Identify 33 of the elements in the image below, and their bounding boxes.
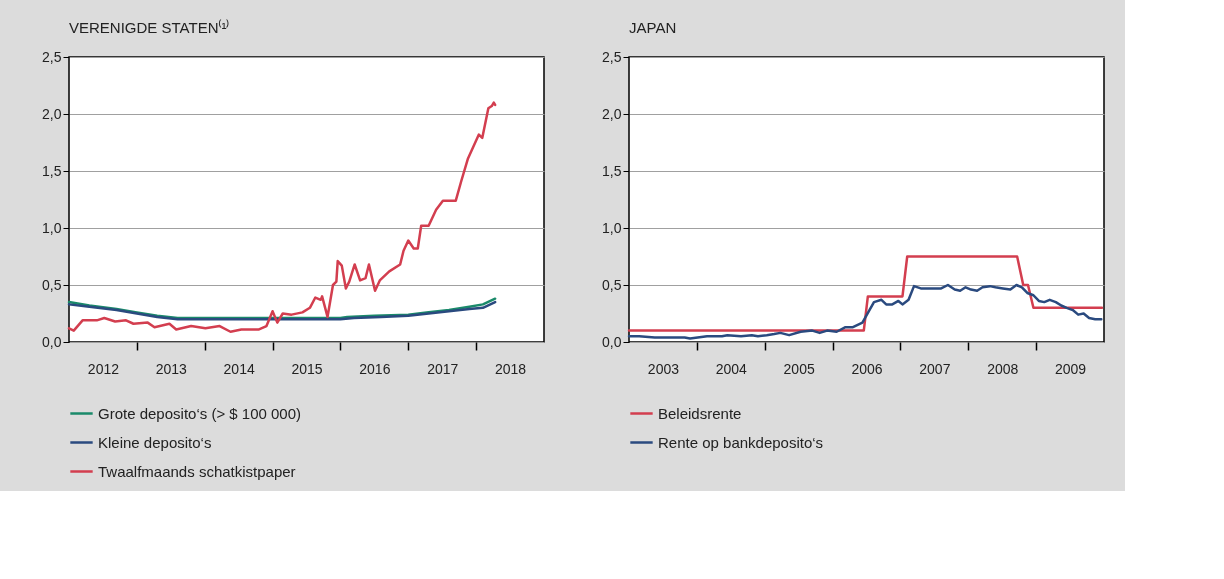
x-tick-label: 2003	[647, 360, 680, 377]
x-tick-label: 2018	[494, 360, 527, 377]
x-tick-label: 2015	[291, 360, 323, 377]
y-tick-label: 1,0	[42, 219, 62, 236]
y-tick-label: 1,5	[42, 162, 62, 179]
x-tick-label: 2004	[715, 360, 748, 377]
y-tick-label: 0,0	[42, 333, 62, 350]
x-tick-label: 2012	[87, 360, 120, 377]
y-tick-label: 0,5	[602, 276, 622, 293]
y-tick-label: 0,5	[42, 276, 62, 293]
chart-title: JAPAN	[629, 19, 677, 36]
legend-label: Grote deposito‘s (> $ 100 000)	[98, 404, 302, 422]
x-tick-label: 2014	[223, 360, 255, 377]
x-tick-label: 2008	[987, 360, 1019, 377]
x-tick-label: 2007	[919, 360, 951, 377]
y-tick-label: 1,0	[602, 219, 622, 236]
legend-label: Rente op bankdeposito‘s	[658, 433, 824, 451]
y-tick-label: 2,5	[602, 48, 622, 65]
x-tick-label: 2017	[427, 360, 459, 377]
y-tick-label: 2,0	[42, 105, 62, 122]
x-tick-label: 2005	[783, 360, 815, 377]
x-tick-label: 2009	[1054, 360, 1087, 377]
legend-label: Kleine deposito‘s	[98, 433, 212, 451]
x-tick-label: 2006	[851, 360, 883, 377]
x-tick-label: 2016	[359, 360, 391, 377]
chart-title: VERENIGDE STATEN⁽¹⁾	[69, 19, 230, 36]
y-tick-label: 1,5	[602, 162, 622, 179]
x-tick-label: 2013	[155, 360, 188, 377]
legend-label: Beleidsrente	[658, 404, 742, 422]
y-tick-label: 2,0	[602, 105, 622, 122]
y-tick-label: 2,5	[42, 48, 62, 65]
legend-label: Twaalfmaands schatkistpaper	[98, 462, 296, 480]
y-tick-label: 0,0	[602, 333, 622, 350]
